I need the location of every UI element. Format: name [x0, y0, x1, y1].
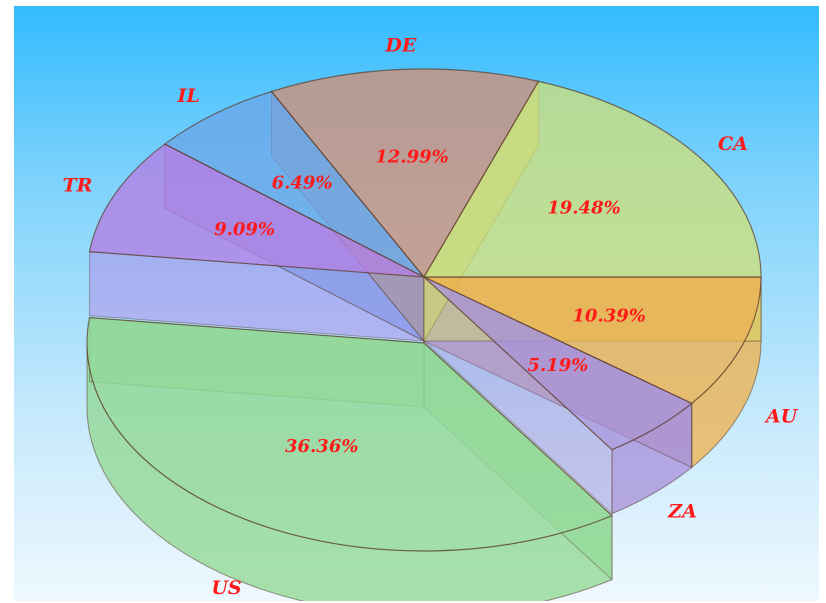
- value-label-us: 36.36%: [285, 436, 358, 457]
- pie-slice-de: [270, 68, 540, 279]
- pie-slice-ca: [422, 80, 762, 278]
- pie-slice-tr: [88, 143, 425, 278]
- chart-frame: 10.39% AU 5.19% ZA 36.36% US 9.09% TR 6.49% IL 12.…: [14, 6, 819, 601]
- pie-chart: 10.39% AU 5.19% ZA 36.36% US 9.09% TR 6.49% IL 12.…: [63, 34, 799, 601]
- pie-top-layer: [86, 68, 762, 552]
- pie-label-layer: 10.39% AU 5.19% ZA 36.36% US 9.09% TR 6.49% IL 12.…: [63, 34, 799, 599]
- category-label-tr: TR: [63, 175, 93, 197]
- value-label-tr: 9.09%: [214, 219, 275, 240]
- pie-slice-us: [86, 317, 614, 552]
- category-label-de: DE: [384, 34, 416, 56]
- pie-slice-il: [163, 90, 425, 278]
- value-label-il: 6.49%: [272, 173, 333, 194]
- category-label-ca: CA: [718, 133, 748, 155]
- pie-slice-au: [423, 276, 762, 405]
- category-label-za: ZA: [667, 501, 697, 523]
- pie-slice-za: [423, 276, 693, 451]
- value-label-de: 12.99%: [375, 147, 448, 168]
- value-label-za: 5.19%: [527, 355, 588, 376]
- category-label-us: US: [211, 577, 241, 599]
- category-label-au: AU: [764, 406, 799, 428]
- value-label-au: 10.39%: [572, 306, 645, 327]
- category-label-il: IL: [176, 85, 199, 107]
- value-label-ca: 19.48%: [547, 198, 620, 219]
